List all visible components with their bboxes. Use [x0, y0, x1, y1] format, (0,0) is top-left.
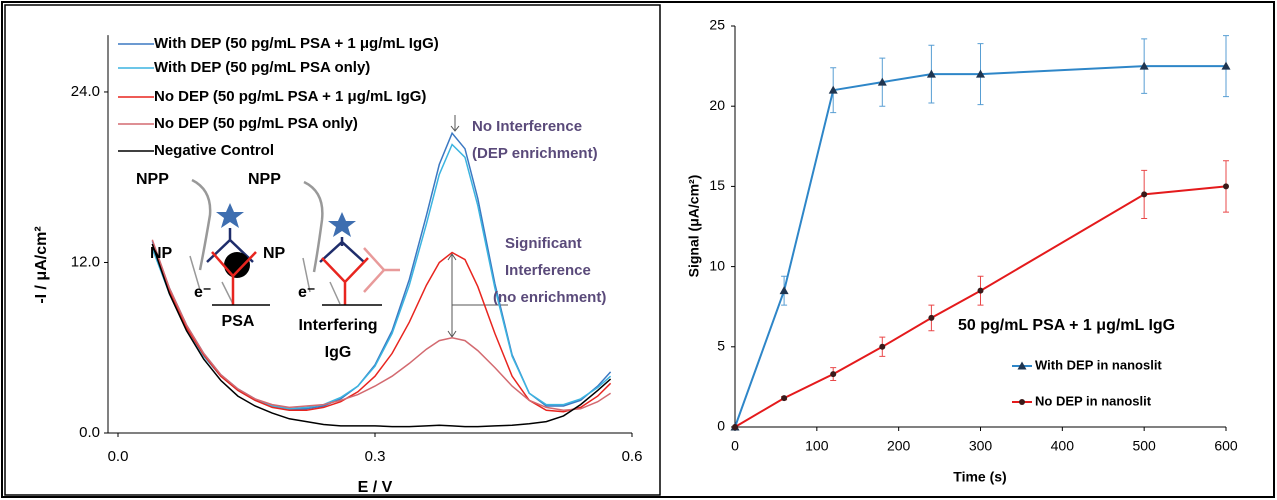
y-axis-label: -I / μA/cm² [33, 226, 50, 303]
annotation: (no enrichment) [493, 289, 606, 306]
arrow [302, 257, 341, 305]
x-tick-label: 0.6 [622, 448, 643, 465]
series-line [734, 185, 1227, 428]
schematic [189, 178, 400, 306]
schematic-label: e⁻ [194, 284, 211, 301]
arrow [303, 180, 324, 273]
arrow [189, 255, 234, 305]
arrow [450, 115, 460, 132]
schematic-label: Interfering [298, 317, 377, 334]
schematic-label: IgG [325, 344, 352, 361]
arrow [191, 178, 212, 271]
data-point [781, 395, 788, 402]
legend-label: Negative Control [154, 142, 274, 159]
data-point [1141, 191, 1148, 198]
y-tick-label: 25 [709, 17, 725, 33]
x-tick-label: 400 [1051, 438, 1075, 454]
data-point [976, 69, 985, 78]
legend-marker [1017, 361, 1027, 370]
data-point [830, 371, 837, 378]
legend-label: No DEP (50 pg/mL PSA only) [154, 115, 358, 132]
legend-label: With DEP in nanoslit [1035, 357, 1162, 372]
series-line [151, 239, 612, 412]
annotation: 50 pg/mL PSA + 1 μg/mL IgG [958, 317, 1175, 334]
series-line [734, 65, 1226, 428]
y-axis-label: Signal (μA/cm²) [686, 175, 702, 278]
series-line [151, 243, 612, 413]
y-tick-label: 10 [709, 257, 725, 273]
capture-antibody [211, 251, 257, 305]
x-tick-label: 0.0 [108, 448, 129, 465]
detection-antibody [319, 237, 365, 263]
x-tick-label: 0.3 [365, 448, 386, 465]
arrow [447, 253, 457, 338]
annotation: No Interference [472, 118, 582, 135]
igg [363, 247, 400, 293]
data-point [1139, 61, 1149, 70]
schematic-label: NP [263, 245, 286, 262]
y-tick-label: 20 [709, 97, 725, 113]
x-axis-label: E / V [358, 479, 393, 496]
panel-border [4, 4, 661, 496]
data-point [879, 343, 886, 350]
data-point [1223, 183, 1229, 190]
annotation-arrows [447, 115, 508, 338]
star [328, 212, 356, 237]
data-point [926, 69, 936, 78]
annotation: (DEP enrichment) [472, 145, 598, 162]
data-point [977, 287, 984, 294]
data-point [928, 314, 935, 321]
schematic-label: NPP [248, 171, 281, 188]
x-tick-label: 500 [1132, 438, 1156, 454]
legend-label: No DEP (50 pg/mL PSA + 1 μg/mL IgG) [154, 88, 426, 105]
series-line [151, 243, 612, 428]
y-tick-label: 0.0 [79, 424, 100, 441]
x-tick-label: 0 [731, 438, 739, 454]
x-axis-label: Time (s) [953, 469, 1006, 485]
annotation: Significant [505, 235, 582, 252]
data-point [779, 286, 789, 295]
data-point [828, 85, 838, 94]
x-tick-label: 200 [887, 438, 911, 454]
y-tick-label: 24.0 [71, 83, 100, 100]
star [216, 203, 244, 228]
capture-antibody [321, 257, 369, 305]
legend-marker [1019, 399, 1025, 405]
y-tick-label: 15 [709, 177, 725, 193]
y-tick-label: 12.0 [71, 253, 100, 270]
schematic-label: NP [150, 245, 173, 262]
data-point [732, 424, 738, 430]
x-tick-label: 300 [969, 438, 993, 454]
schematic-label: PSA [222, 313, 255, 330]
legend-label: No DEP in nanoslit [1035, 393, 1152, 408]
schematic-label: e⁻ [298, 284, 315, 301]
y-tick-label: 5 [717, 338, 725, 354]
legend-label: With DEP (50 pg/mL PSA only) [154, 59, 370, 76]
y-tick-label: 0 [717, 418, 725, 434]
data-point [1221, 61, 1231, 70]
x-tick-label: 600 [1214, 438, 1238, 454]
data-point [877, 77, 887, 86]
psa [224, 252, 250, 278]
annotation: Interference [505, 262, 591, 279]
legend-label: With DEP (50 pg/mL PSA + 1 μg/mL IgG) [154, 35, 439, 52]
x-tick-label: 100 [805, 438, 829, 454]
schematic-label: NPP [136, 171, 169, 188]
